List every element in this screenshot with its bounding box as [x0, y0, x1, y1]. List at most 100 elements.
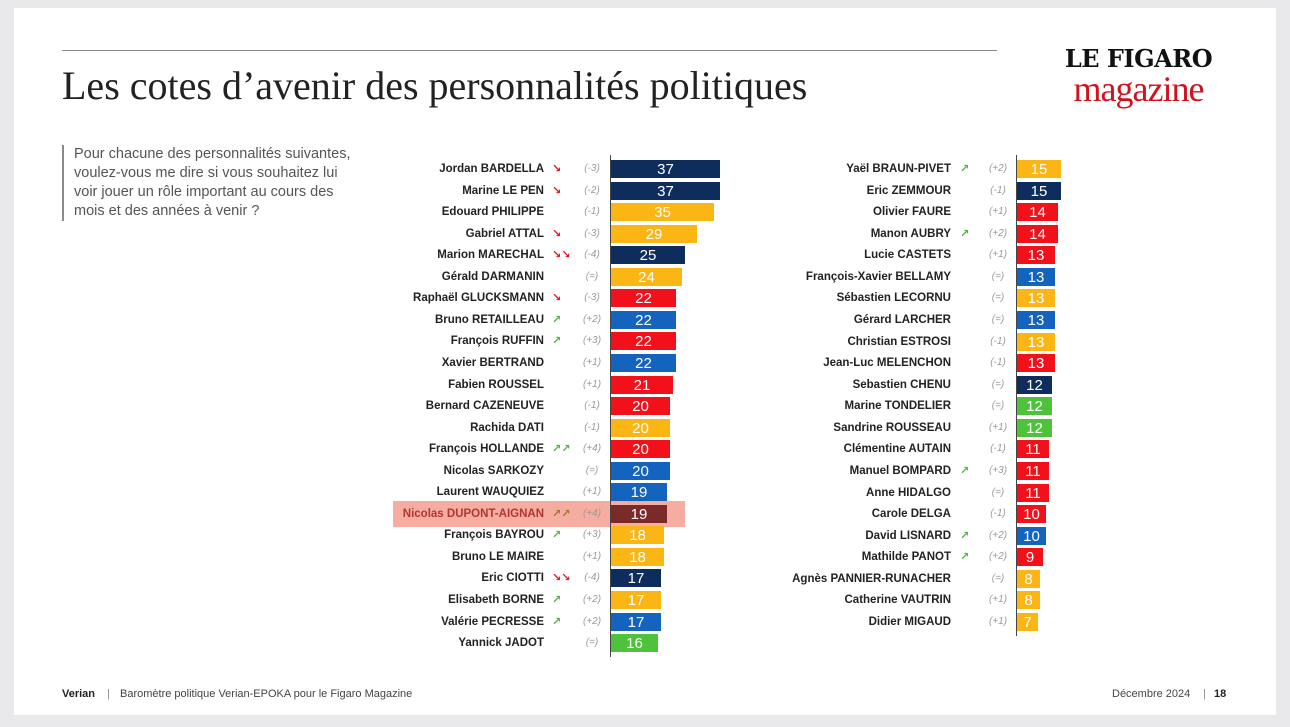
footer-separator-2: | — [1203, 688, 1206, 700]
person-name: Olivier FAURE — [873, 206, 951, 218]
bar: 16 — [611, 634, 658, 652]
change-label: (-1) — [990, 443, 1006, 454]
person-name: François BAYROU — [444, 529, 544, 541]
change-label: (+3) — [582, 335, 602, 346]
arrow-up-icon: ↗ — [552, 313, 562, 326]
change-label: (=) — [585, 637, 599, 648]
change-label: (+1) — [988, 206, 1008, 217]
person-name: Didier MIGAUD — [868, 616, 951, 628]
change-label: (+2) — [988, 228, 1008, 239]
person-name: Rachida DATI — [470, 422, 544, 434]
person-name: Bruno LE MAIRE — [452, 551, 544, 563]
person-name: Valérie PECRESSE — [441, 616, 544, 628]
person-name: Christian ESTROSI — [847, 336, 951, 348]
person-name: Bernard CAZENEUVE — [425, 400, 544, 412]
bar: 12 — [1017, 397, 1052, 415]
arrow-up-icon: ↗ — [552, 334, 562, 347]
bar: 13 — [1017, 333, 1055, 351]
bar: 15 — [1017, 182, 1061, 200]
bar: 17 — [611, 613, 661, 631]
bar: 20 — [611, 397, 670, 415]
arrow-up-icon: ↗↗ — [552, 442, 571, 455]
bar: 13 — [1017, 268, 1055, 286]
person-name: Gabriel ATTAL — [465, 228, 544, 240]
person-name: François RUFFIN — [450, 335, 544, 347]
person-name: Marion MARECHAL — [437, 249, 544, 261]
change-label: (-3) — [584, 163, 600, 174]
person-name: Carole DELGA — [871, 508, 951, 520]
person-name: Elisabeth BORNE — [448, 594, 544, 606]
change-label: (+1) — [582, 379, 602, 390]
arrow-down-icon: ↘ — [552, 291, 562, 304]
change-label: (-1) — [990, 357, 1006, 368]
arrow-up-icon: ↗ — [552, 593, 562, 606]
change-label: (=) — [991, 314, 1005, 325]
bar: 20 — [611, 419, 670, 437]
person-name: Nicolas SARKOZY — [443, 465, 544, 477]
bar: 22 — [611, 289, 676, 307]
change-label: (=) — [991, 400, 1005, 411]
person-name: François-Xavier BELLAMY — [805, 271, 951, 283]
arrow-down-icon: ↘ — [552, 227, 562, 240]
footer-date: Décembre 2024 — [1112, 688, 1191, 700]
person-name: David LISNARD — [865, 530, 951, 542]
bar: 25 — [611, 246, 685, 264]
change-label: (=) — [991, 379, 1005, 390]
bar: 20 — [611, 462, 670, 480]
bar: 19 — [611, 505, 667, 523]
footer-brand: Verian — [62, 688, 96, 700]
person-name: Lucie CASTETS — [864, 249, 951, 261]
person-name: Eric ZEMMOUR — [866, 185, 951, 197]
arrow-up-icon: ↗ — [552, 528, 562, 541]
bar: 12 — [1017, 419, 1052, 437]
bar: 17 — [611, 591, 661, 609]
arrow-down-icon: ↘↘ — [552, 248, 571, 261]
person-name: Bruno RETAILLEAU — [434, 314, 544, 326]
bar: 12 — [1017, 376, 1052, 394]
bar: 18 — [611, 548, 664, 566]
person-name: Catherine VAUTRIN — [844, 594, 952, 606]
bar: 37 — [611, 160, 720, 178]
arrow-up-icon: ↗ — [960, 162, 970, 175]
bar: 22 — [611, 332, 676, 350]
bar: 20 — [611, 440, 670, 458]
bar: 11 — [1017, 484, 1049, 502]
bar: 11 — [1017, 440, 1049, 458]
change-label: (=) — [991, 487, 1005, 498]
change-label: (+2) — [988, 163, 1008, 174]
footer-source: Baromètre politique Verian-EPOKA pour le… — [120, 688, 413, 700]
arrow-up-icon: ↗ — [960, 529, 970, 542]
chart-axis — [1016, 155, 1017, 636]
change-label: (=) — [585, 465, 599, 476]
bar: 13 — [1017, 354, 1055, 372]
bar: 13 — [1017, 311, 1055, 329]
bar: 22 — [611, 311, 676, 329]
bar: 14 — [1017, 203, 1058, 221]
bar: 9 — [1017, 548, 1043, 566]
person-name: Manon AUBRY — [870, 228, 951, 240]
change-label: (-2) — [584, 185, 600, 196]
arrow-up-icon: ↗↗ — [552, 507, 571, 520]
person-name: Marine LE PEN — [462, 185, 544, 197]
bar: 19 — [611, 483, 667, 501]
change-label: (-3) — [584, 292, 600, 303]
person-name: Manuel BOMPARD — [849, 465, 951, 477]
change-label: (+1) — [582, 357, 602, 368]
arrow-up-icon: ↗ — [960, 464, 970, 477]
person-name: Eric CIOTTI — [481, 572, 544, 584]
change-label: (=) — [585, 271, 599, 282]
person-name: Clémentine AUTAIN — [843, 443, 951, 455]
person-name: Agnès PANNIER-RUNACHER — [792, 573, 951, 585]
change-label: (-3) — [584, 228, 600, 239]
le-figaro-magazine-logo: LE FIGARO magazine — [1046, 46, 1231, 109]
page-title: Les cotes d’avenir des personnalités pol… — [62, 63, 808, 108]
bar: 10 — [1017, 527, 1046, 545]
change-label: (=) — [991, 292, 1005, 303]
change-label: (=) — [991, 271, 1005, 282]
logo-line2: magazine — [1073, 69, 1205, 109]
change-label: (+1) — [988, 594, 1008, 605]
change-label: (-4) — [584, 249, 600, 260]
bar: 8 — [1017, 570, 1040, 588]
change-label: (+2) — [582, 314, 602, 325]
bar: 24 — [611, 268, 682, 286]
